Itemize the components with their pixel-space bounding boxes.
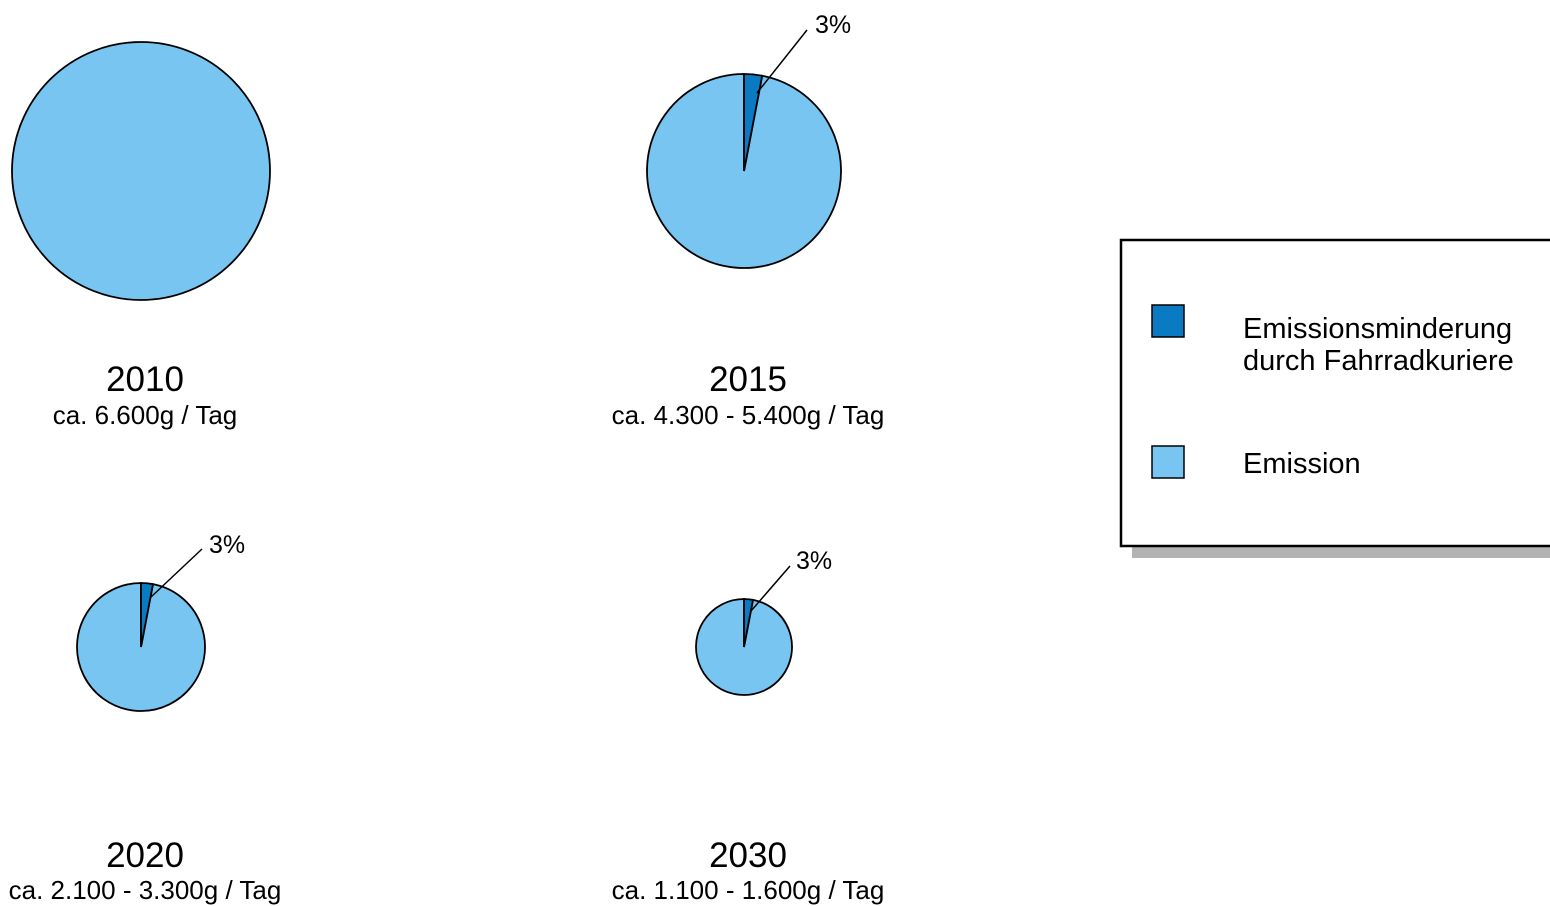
- pct-leader-line-2030: [750, 565, 791, 612]
- legend-label-emission: Emission: [1243, 448, 1361, 480]
- legend: Emissionsminderung durch Fahrradkuriere …: [1119, 238, 1550, 558]
- emission-value-label-2010: ca. 6.600g / Tag: [53, 400, 238, 430]
- pct-label-2015: 3%: [815, 11, 851, 39]
- emission-value-label-2030: ca. 1.100 - 1.600g / Tag: [612, 875, 885, 905]
- year-label-2015: 2015: [709, 360, 787, 399]
- emission-value-label-2020: ca. 2.100 - 3.300g / Tag: [9, 875, 282, 905]
- legend-box: [1119, 238, 1550, 548]
- legend-label-reduction-line2: durch Fahrradkuriere: [1243, 345, 1514, 377]
- legend-swatch-emission: [1151, 445, 1185, 479]
- legend-swatch-reduction: [1151, 304, 1185, 338]
- pct-leader-line-2020: [150, 548, 203, 598]
- legend-label-reduction-line1: Emissionsminderung: [1243, 313, 1512, 345]
- year-label-2030: 2030: [709, 836, 787, 875]
- year-label-2020: 2020: [106, 836, 184, 875]
- pct-leader-line-2015: [756, 29, 808, 94]
- pie-slice-reduction-2020: [140, 582, 155, 648]
- year-label-2010: 2010: [106, 360, 184, 399]
- pct-label-2030: 3%: [796, 547, 832, 575]
- pct-label-2020: 3%: [209, 531, 245, 559]
- pie-slice-reduction-2030: [743, 598, 755, 648]
- emission-value-label-2015: ca. 4.300 - 5.400g / Tag: [612, 400, 885, 430]
- pie-slice-emission-2010: [11, 41, 271, 301]
- pie-slice-reduction-2015: [743, 73, 764, 172]
